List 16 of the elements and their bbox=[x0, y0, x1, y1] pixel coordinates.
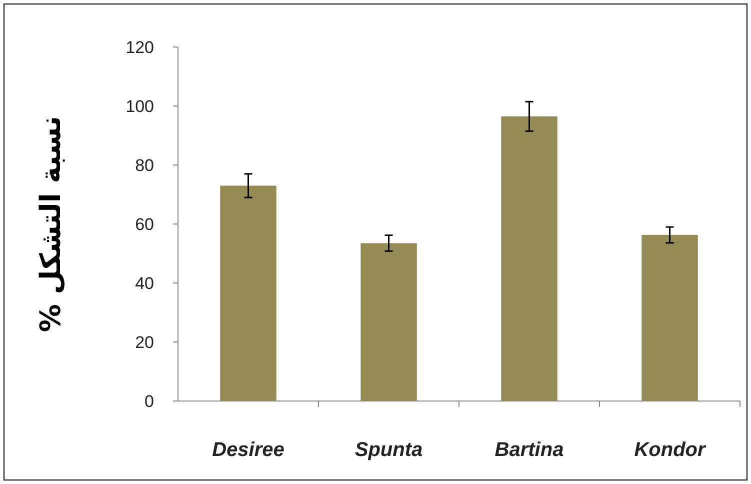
y-tick-label: 40 bbox=[135, 274, 154, 293]
bar bbox=[220, 186, 276, 401]
bar bbox=[360, 243, 417, 401]
y-tick-label: 60 bbox=[135, 215, 154, 234]
x-tick-label: Kondor bbox=[634, 439, 707, 461]
y-axis-title: نسبة التشكل % bbox=[34, 116, 67, 332]
y-tick-label: 120 bbox=[126, 38, 154, 57]
x-tick-label: Desiree bbox=[212, 439, 284, 461]
y-tick-label: 20 bbox=[135, 333, 154, 352]
y-tick-label: 100 bbox=[126, 97, 154, 116]
y-tick-label: 0 bbox=[144, 392, 154, 411]
y-tick-label: 80 bbox=[135, 156, 154, 175]
bar bbox=[501, 116, 558, 401]
x-tick-label: Spunta bbox=[354, 439, 423, 461]
bar bbox=[642, 234, 698, 401]
x-tick-label: Bartina bbox=[494, 439, 564, 461]
